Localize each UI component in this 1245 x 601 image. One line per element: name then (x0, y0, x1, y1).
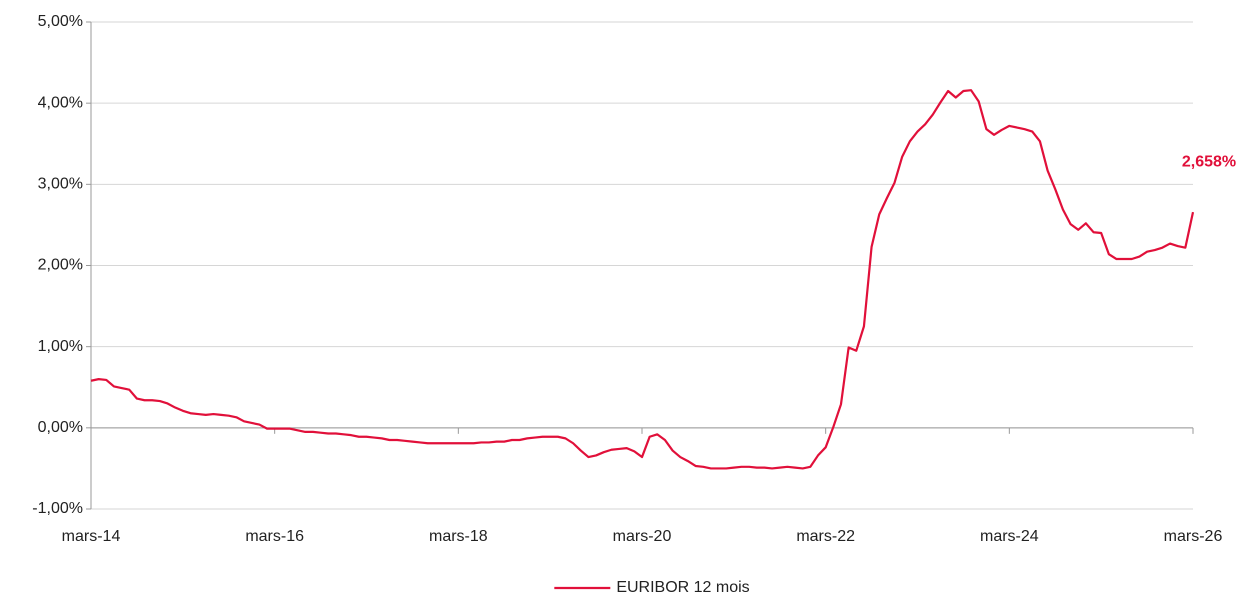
data-line (90, 89, 1195, 470)
y-tick-label: 1,00% (38, 338, 83, 355)
x-tick-label: mars-24 (980, 528, 1039, 545)
legend-label: EURIBOR 12 mois (616, 579, 749, 596)
value-label: 2,658% (1182, 153, 1236, 170)
x-tick-label: mars-18 (429, 528, 488, 545)
y-tick-label: 0,00% (38, 419, 83, 436)
x-tick-label: mars-14 (62, 528, 121, 545)
y-tick-label: 2,00% (38, 257, 83, 274)
x-tick-label: mars-20 (613, 528, 672, 545)
x-tick-label: mars-22 (796, 528, 855, 545)
y-tick-label: -1,00% (32, 500, 83, 517)
y-tick-label: 5,00% (38, 13, 83, 30)
x-tick-label: mars-26 (1164, 528, 1223, 545)
y-tick-label: 3,00% (38, 176, 83, 193)
y-tick-label: 4,00% (38, 94, 83, 111)
x-tick-label: mars-16 (245, 528, 304, 545)
